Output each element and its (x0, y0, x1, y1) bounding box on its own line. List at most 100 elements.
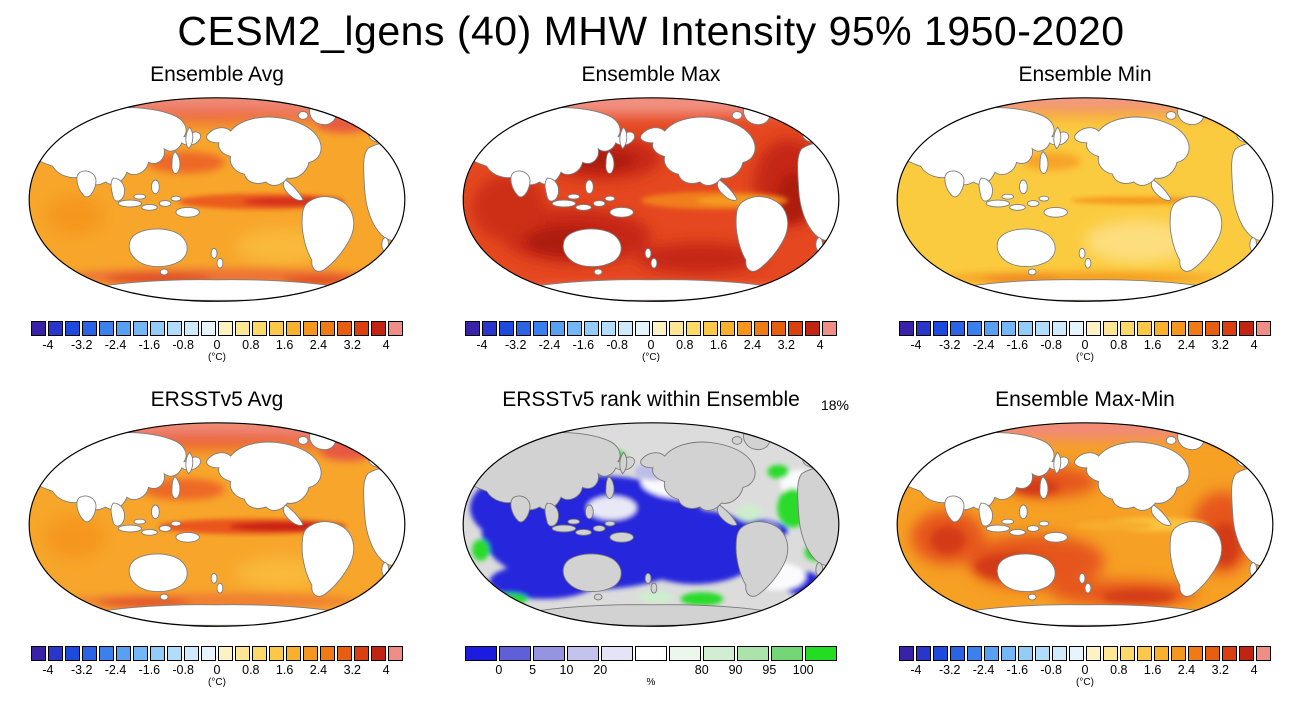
colorbar-tick-label: -3.2 (938, 663, 961, 677)
colorbar-segment (950, 646, 965, 661)
colorbar-segment (133, 321, 148, 336)
colorbar-temperature: -4 -3.2 -2.4 -1.6 -0.8 0 0.8 1.6 2.4 3.2 4 (°C) (899, 646, 1271, 689)
colorbar-segment (805, 321, 820, 336)
colorbar-segment (584, 321, 599, 336)
colorbar-tick-label: 0.8 (242, 663, 260, 677)
map-ensemble-avg (17, 90, 417, 315)
colorbar-segment (967, 646, 982, 661)
colorbar-segment (516, 321, 531, 336)
colorbar-segment (822, 321, 837, 336)
colorbar-tick-label: 2.4 (1177, 663, 1196, 677)
colorbar-tick-label: -2.4 (104, 663, 127, 677)
colorbar-segments (465, 646, 837, 661)
panel-ersstv5-rank: ERSSTv5 rank within Ensemble 18% (434, 382, 868, 689)
colorbar-segment (1154, 321, 1169, 336)
colorbar-segment (1205, 646, 1220, 661)
colorbar-tick-label: 10 (559, 663, 574, 677)
colorbar-segment (286, 321, 301, 336)
map-ensemble-max-min (885, 415, 1285, 640)
colorbar-tick-label: -1.6 (138, 338, 161, 352)
colorbar-segment (167, 646, 182, 661)
colorbar-tick-label: -3.2 (70, 663, 93, 677)
colorbar-tick-label: -2.4 (972, 338, 995, 352)
colorbar-unit: % (646, 677, 656, 688)
colorbar-segment (652, 321, 667, 336)
colorbar-segment (167, 321, 182, 336)
colorbar-segment (1086, 321, 1101, 336)
map-ersstv5-rank: 18% (451, 397, 851, 640)
colorbar-temperature: -4 -3.2 -2.4 -1.6 -0.8 0 0.8 1.6 2.4 3.2 4 (°C) (31, 321, 403, 364)
colorbar-segment (354, 646, 369, 661)
colorbar-segment (150, 646, 165, 661)
colorbar-tick-label: -1.6 (1006, 663, 1029, 677)
colorbar-ticks: -4 -3.2 -2.4 -1.6 -0.8 0 0.8 1.6 2.4 3.2 4 (465, 336, 837, 352)
colorbar-temperature: -4 -3.2 -2.4 -1.6 -0.8 0 0.8 1.6 2.4 3.2 4 (°C) (465, 321, 837, 364)
ocean-field (29, 97, 405, 302)
colorbar-segment (320, 321, 335, 336)
panel-title-ensemble-avg: Ensemble Avg (150, 63, 284, 86)
colorbar-segment (337, 321, 352, 336)
colorbar-segment (99, 321, 114, 336)
colorbar-segment (48, 321, 63, 336)
colorbar-tick-label: -0.8 (172, 663, 194, 677)
colorbar-segment (669, 646, 701, 661)
colorbar-tick-label: -0.8 (172, 338, 194, 352)
colorbar-segment (1256, 321, 1271, 336)
colorbar-segments (899, 646, 1271, 661)
colorbar-segment (601, 646, 633, 661)
colorbar-segment (218, 646, 233, 661)
colorbar-segment (320, 646, 335, 661)
panel-ensemble-avg: Ensemble Avg (0, 57, 434, 364)
colorbar-segment (1239, 646, 1254, 661)
colorbar-segment (967, 321, 982, 336)
colorbar-segment (1256, 646, 1271, 661)
map-ersstv5-avg (17, 415, 417, 640)
colorbar-segment (1052, 321, 1067, 336)
colorbar-tick-label: 5 (529, 663, 537, 677)
colorbar-segment (48, 646, 63, 661)
map-ensemble-max (451, 90, 851, 315)
map-svg-ensemble-max-min (896, 422, 1274, 627)
panel-title-ensemble-min: Ensemble Min (1018, 63, 1152, 86)
colorbar-segment (533, 646, 565, 661)
colorbar-tick-label: 4 (382, 338, 390, 352)
colorbar-tick-label: 0 (1081, 663, 1089, 677)
colorbar-segments (899, 321, 1271, 336)
colorbar-tick-label: 2.4 (743, 338, 762, 352)
colorbar-segment (1086, 646, 1101, 661)
colorbar-segment (201, 646, 216, 661)
colorbar-ticks: -4 -3.2 -2.4 -1.6 -0.8 0 0.8 1.6 2.4 3.2 4 (899, 336, 1271, 352)
colorbar-ticks: -4 -3.2 -2.4 -1.6 -0.8 0 0.8 1.6 2.4 3.2 4 (31, 661, 403, 677)
panel-ensemble-max: Ensemble Max (434, 57, 868, 364)
colorbar-segment (1137, 321, 1152, 336)
colorbar-segment (635, 646, 667, 661)
colorbar-segment (31, 646, 46, 661)
colorbar-segment (1035, 646, 1050, 661)
colorbar-segment (618, 321, 633, 336)
colorbar-segment (235, 646, 250, 661)
colorbar-tick-label: -1.6 (138, 663, 161, 677)
colorbar-segment (933, 321, 948, 336)
map-svg-ensemble-max (462, 97, 840, 302)
colorbar-segment (1069, 321, 1084, 336)
colorbar-segment (1103, 321, 1118, 336)
colorbar-tick-label: 1.6 (709, 338, 728, 352)
colorbar-unit: (°C) (642, 352, 660, 363)
colorbar-tick-label: -1.6 (572, 338, 595, 352)
panel-ersstv5-avg: ERSSTv5 Avg (0, 382, 434, 689)
colorbar-tick-label: 4 (1250, 338, 1258, 352)
colorbar-segment (388, 321, 403, 336)
map-svg-ersstv5-avg (28, 422, 406, 627)
colorbar-segment (31, 321, 46, 336)
map-svg-ensemble-avg (28, 97, 406, 302)
colorbar-segment (1001, 321, 1016, 336)
colorbar-segment (771, 646, 803, 661)
colorbar-segment (1035, 321, 1050, 336)
colorbar-segment (252, 646, 267, 661)
colorbar-tick-label: 3.2 (1211, 663, 1229, 677)
colorbar-tick-label: -4 (42, 663, 54, 677)
colorbar-ticks: -4 -3.2 -2.4 -1.6 -0.8 0 0.8 1.6 2.4 3.2 4 (899, 661, 1271, 677)
colorbar-segment (1188, 646, 1203, 661)
colorbar-segment (1120, 646, 1135, 661)
colorbar-tick-label: -3.2 (938, 338, 961, 352)
